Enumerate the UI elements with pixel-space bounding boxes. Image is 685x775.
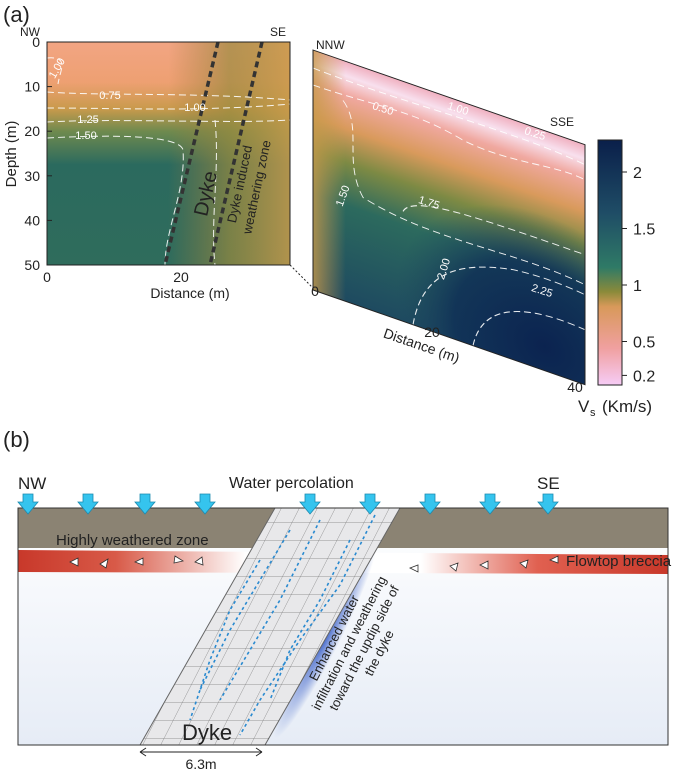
contour-label: 1.25 <box>77 114 98 126</box>
corner-label: NW <box>20 25 41 39</box>
x-tick-label: 0 <box>43 269 51 285</box>
zone-label: Highly weathered zone <box>56 532 209 549</box>
dyke-label: Dyke <box>182 720 232 745</box>
x-axis-label: Distance (m) <box>150 285 229 301</box>
panel-label: (a) <box>3 2 30 27</box>
x-tick-label: 20 <box>173 269 189 285</box>
colorbar-tick-label: 0.5 <box>633 335 655 352</box>
corner-label: SE <box>537 474 560 493</box>
x-tick-label: 40 <box>567 379 583 395</box>
y-tick-label: 30 <box>24 168 40 184</box>
x-tick-label: 0 <box>311 283 319 299</box>
contour-label: 0.75 <box>99 90 120 102</box>
colorbar-label: (Km/s) <box>602 397 652 416</box>
colorbar-tick-label: 1.5 <box>633 222 655 239</box>
colorbar <box>597 139 623 386</box>
corner-label: NNW <box>316 38 345 52</box>
colorbar-tick-label: 1 <box>633 278 642 295</box>
colorbar-tick-label: 2 <box>633 165 642 182</box>
y-tick-label: 40 <box>24 212 40 228</box>
corner-label: NW <box>18 474 46 493</box>
corner-label: SSE <box>550 115 574 129</box>
y-tick-label: 20 <box>24 123 40 139</box>
left-section <box>46 41 291 266</box>
cross-section <box>17 493 669 757</box>
zone-label: Flowtop breccia <box>566 553 672 570</box>
corner-label: SE <box>270 25 286 39</box>
y-tick-label: 50 <box>24 257 40 273</box>
y-axis-label: Depth (m) <box>3 121 20 188</box>
contour-label: 1.00 <box>184 102 205 114</box>
colorbar-label: V <box>578 397 590 416</box>
colorbar-tick-label: 0.2 <box>633 368 655 385</box>
panel-label: (b) <box>3 427 30 452</box>
colorbar-label: s <box>590 407 596 419</box>
contour-label: 1.50 <box>75 130 96 142</box>
width-label: 6.3m <box>185 756 216 770</box>
y-tick-label: 0 <box>32 34 40 50</box>
y-tick-label: 10 <box>24 79 40 95</box>
x-tick-label: 20 <box>424 324 440 340</box>
water-label: Water percolation <box>229 475 354 492</box>
right-section <box>312 49 586 386</box>
